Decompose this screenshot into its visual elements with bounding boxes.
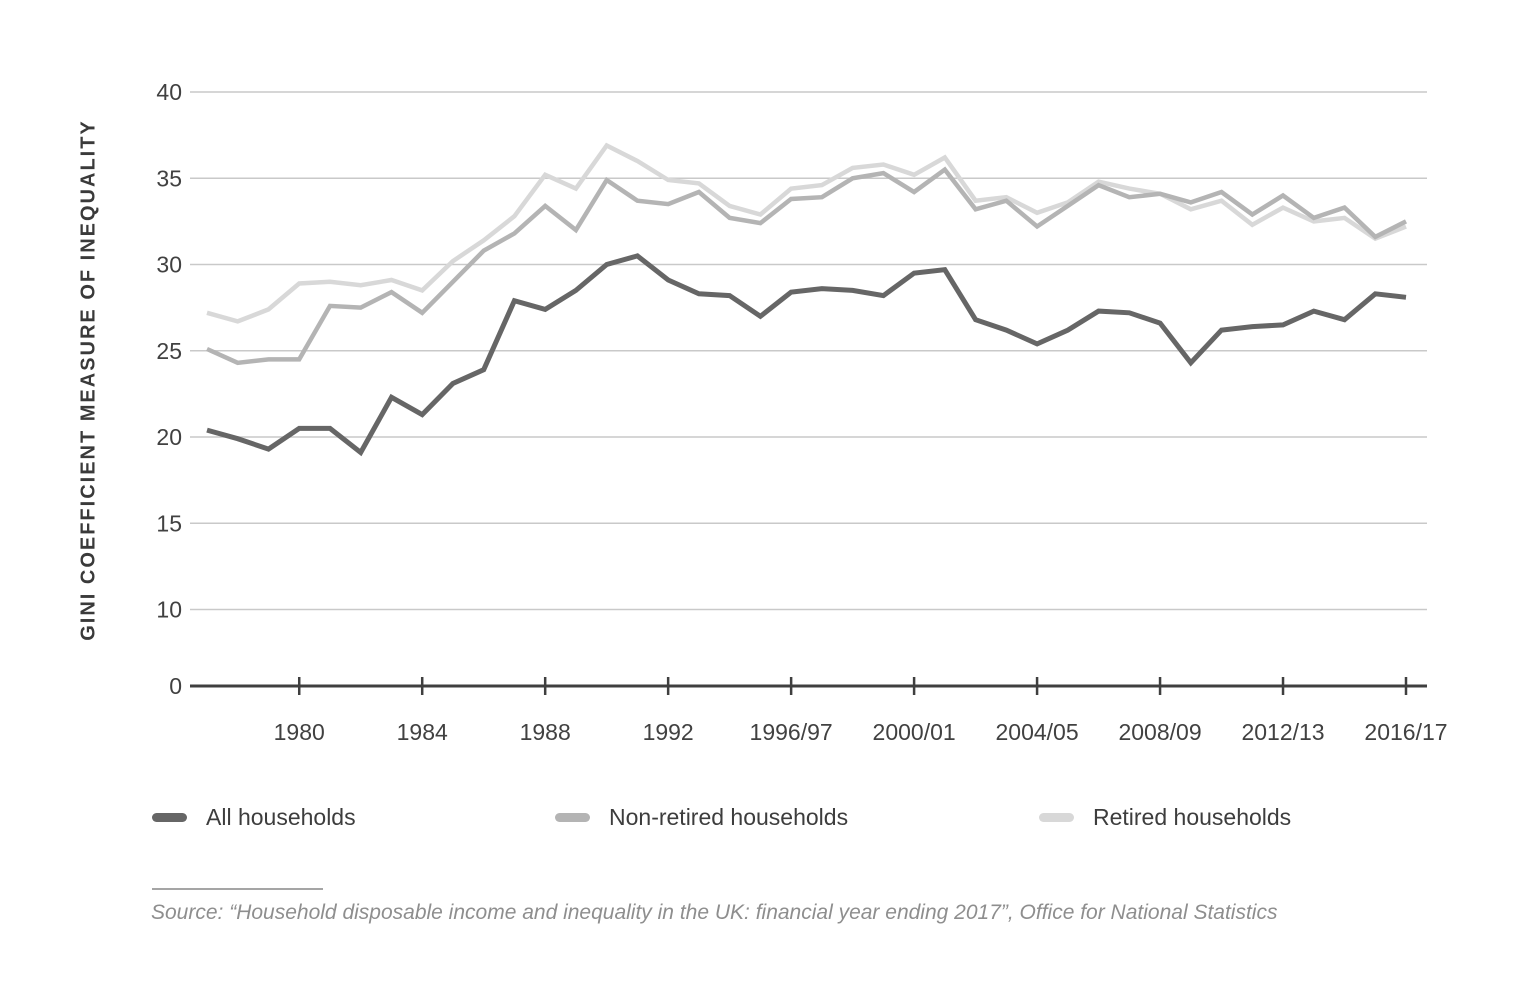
x-tick-label: 2016/17 bbox=[1364, 719, 1447, 745]
y-tick-label: 15 bbox=[156, 510, 182, 536]
series-line-non-retired-households bbox=[206, 166, 1408, 366]
x-tick-label: 1996/97 bbox=[750, 719, 833, 745]
source-citation: Source: “Household disposable income and… bbox=[151, 901, 1278, 924]
x-tick-label: 1988 bbox=[520, 719, 571, 745]
y-tick-label: 20 bbox=[156, 424, 182, 450]
series-line-all-households bbox=[206, 253, 1407, 457]
x-tick-label: 2000/01 bbox=[873, 719, 956, 745]
series-line-retired-households bbox=[206, 142, 1407, 324]
legend-item-retired-households: Retired households bbox=[1039, 803, 1292, 830]
legend-swatch-all-households bbox=[152, 812, 187, 822]
source-rule bbox=[152, 888, 323, 890]
x-tick-label: 2004/05 bbox=[996, 719, 1079, 745]
legend-swatch-non-retired-households bbox=[555, 812, 590, 822]
y-tick-label: 25 bbox=[156, 338, 182, 364]
gini-line-chart: 40 35 30 25 20 15 10 0 1980 1984 1988 1992 1996/97 20… bbox=[156, 79, 1447, 745]
legend-item-all-households: All households bbox=[152, 803, 356, 830]
legend-label: Non-retired households bbox=[609, 803, 849, 830]
y-tick-label: 10 bbox=[156, 597, 182, 623]
y-tick-label: 35 bbox=[156, 165, 182, 191]
y-tick-label: 0 bbox=[169, 673, 182, 699]
x-tick-label: 1980 bbox=[274, 719, 325, 745]
legend-swatch-retired-households bbox=[1039, 812, 1074, 822]
x-tick-label: 2008/09 bbox=[1118, 719, 1201, 745]
y-tick-label: 30 bbox=[156, 252, 182, 278]
legend-label: All households bbox=[206, 803, 356, 830]
x-tick-label: 2012/13 bbox=[1241, 719, 1324, 745]
y-tick-label: 40 bbox=[156, 79, 182, 105]
x-tick-label: 1984 bbox=[397, 719, 448, 745]
legend-item-non-retired-households: Non-retired households bbox=[555, 803, 849, 830]
legend-label: Retired households bbox=[1093, 803, 1292, 830]
x-tick-label: 1992 bbox=[643, 719, 694, 745]
